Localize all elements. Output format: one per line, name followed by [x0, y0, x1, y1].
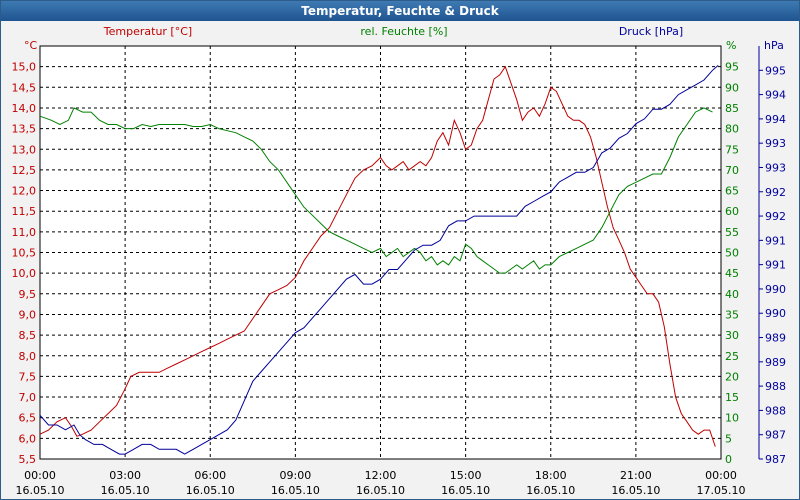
time-tick-label: 12:00: [365, 469, 397, 482]
time-tick-label: 00:00: [705, 469, 737, 482]
pressure-axis-label: Druck [hPa]: [619, 25, 683, 38]
temperature-tick-label: 11,0: [12, 226, 37, 239]
humidity-tick-label: 35: [725, 308, 739, 321]
pressure-tick-label: 995: [765, 64, 786, 77]
humidity-tick-label: 45: [725, 267, 739, 280]
pressure-tick-label: 992: [765, 186, 786, 199]
time-axis: 00:00 16.05.10 03:00 16.05.10 06:00 16.05.10 0…: [16, 469, 746, 497]
humidity-tick-label: 40: [725, 288, 739, 301]
series-line-pressure: [39, 65, 719, 455]
temperature-tick-label: 6,0: [19, 432, 37, 445]
humidity-tick-label: 50: [725, 247, 739, 260]
date-tick-label: 16.05.10: [101, 484, 150, 497]
date-tick-label: 16.05.10: [356, 484, 405, 497]
date-tick-label: 16.05.10: [611, 484, 660, 497]
temperature-tick-label: 14,5: [12, 81, 37, 94]
humidity-axis-label: rel. Feuchte [%]: [360, 25, 447, 38]
time-tick-label: 03:00: [109, 469, 141, 482]
temperature-tick-label: 8,0: [19, 350, 37, 363]
temperature-tick-label: 6,5: [19, 412, 37, 425]
temperature-tick-label: 12,0: [12, 185, 37, 198]
temperature-tick-label: 12,5: [12, 164, 37, 177]
series-line-humidity: [39, 107, 713, 274]
temperature-tick-label: 13,0: [12, 143, 37, 156]
date-tick-label: 16.05.10: [526, 484, 575, 497]
temperature-tick-label: 15,0: [12, 61, 37, 74]
temperature-tick-label: 7,5: [19, 370, 37, 383]
temperature-tick-label: 14,0: [12, 102, 37, 115]
pressure-tick-label: 990: [765, 307, 786, 320]
time-tick-label: 21:00: [620, 469, 652, 482]
humidity-tick-label: 75: [725, 143, 739, 156]
humidity-tick-label: 60: [725, 205, 739, 218]
temperature-tick-label: 13,5: [12, 123, 37, 136]
temperature-tick-label: 11,5: [12, 205, 37, 218]
humidity-tick-label: 55: [725, 226, 739, 239]
temperature-tick-label: 8,5: [19, 329, 37, 342]
temperature-unit: °C: [24, 39, 38, 52]
window-title: Temperatur, Feuchte & Druck: [1, 1, 799, 21]
pressure-unit: hPa: [764, 39, 784, 52]
humidity-tick-label: 0: [725, 453, 732, 466]
date-tick-label: 16.05.10: [16, 484, 65, 497]
time-tick-label: 09:00: [280, 469, 312, 482]
series-line-temperature: [39, 65, 716, 447]
grid-lines: [40, 46, 721, 459]
humidity-unit: %: [726, 39, 736, 52]
pressure-tick-label: 988: [765, 404, 786, 417]
data-series: [39, 65, 719, 455]
humidity-axis: 0 5 10 15 20 25 30 35 40 45 50 55 60 65 70 75 80 85 90 95: [725, 61, 739, 466]
humidity-tick-label: 65: [725, 185, 739, 198]
humidity-tick-label: 30: [725, 329, 739, 342]
pressure-tick-label: 988: [765, 380, 786, 393]
temperature-tick-label: 7,0: [19, 391, 37, 404]
humidity-tick-label: 20: [725, 370, 739, 383]
pressure-tick-label: 987: [765, 429, 786, 442]
pressure-tick-label: 994: [765, 89, 786, 102]
pressure-tick-label: 993: [765, 137, 786, 150]
temperature-axis: 5,5 6,0 6,5 7,0 7,5 8,0 8,5 9,0 9,5 10,0 10,5 11,0 1…: [12, 61, 37, 466]
date-tick-label: 16.05.10: [271, 484, 320, 497]
humidity-tick-label: 10: [725, 412, 739, 425]
time-tick-label: 15:00: [450, 469, 482, 482]
temperature-tick-label: 5,5: [19, 453, 37, 466]
date-tick-label: 16.05.10: [441, 484, 490, 497]
humidity-tick-label: 5: [725, 432, 732, 445]
temperature-tick-label: 9,0: [19, 308, 37, 321]
pressure-tick-label: 993: [765, 161, 786, 174]
pressure-axis: 987 987 988 988 989 989 990 990 991 991 992 992 993 9…: [759, 64, 786, 466]
pressure-tick-label: 992: [765, 210, 786, 223]
temperature-tick-label: 10,5: [12, 247, 37, 260]
humidity-tick-label: 80: [725, 123, 739, 136]
pressure-tick-label: 989: [765, 332, 786, 345]
humidity-tick-label: 85: [725, 102, 739, 115]
humidity-tick-label: 70: [725, 164, 739, 177]
humidity-tick-label: 90: [725, 81, 739, 94]
date-tick-label: 16.05.10: [186, 484, 235, 497]
date-tick-label: 17.05.10: [697, 484, 746, 497]
humidity-tick-label: 15: [725, 391, 739, 404]
temperature-tick-label: 10,0: [12, 267, 37, 280]
time-tick-label: 00:00: [24, 469, 56, 482]
time-tick-label: 18:00: [535, 469, 567, 482]
time-tick-label: 06:00: [194, 469, 226, 482]
humidity-tick-label: 25: [725, 350, 739, 363]
pressure-tick-label: 991: [765, 259, 786, 272]
pressure-tick-label: 991: [765, 234, 786, 247]
humidity-tick-label: 95: [725, 61, 739, 74]
pressure-tick-label: 994: [765, 113, 786, 126]
temperature-axis-label: Temperatur [°C]: [103, 25, 192, 38]
temperature-tick-label: 9,5: [19, 288, 37, 301]
pressure-tick-label: 989: [765, 356, 786, 369]
pressure-tick-label: 987: [765, 453, 786, 466]
pressure-tick-label: 990: [765, 283, 786, 296]
